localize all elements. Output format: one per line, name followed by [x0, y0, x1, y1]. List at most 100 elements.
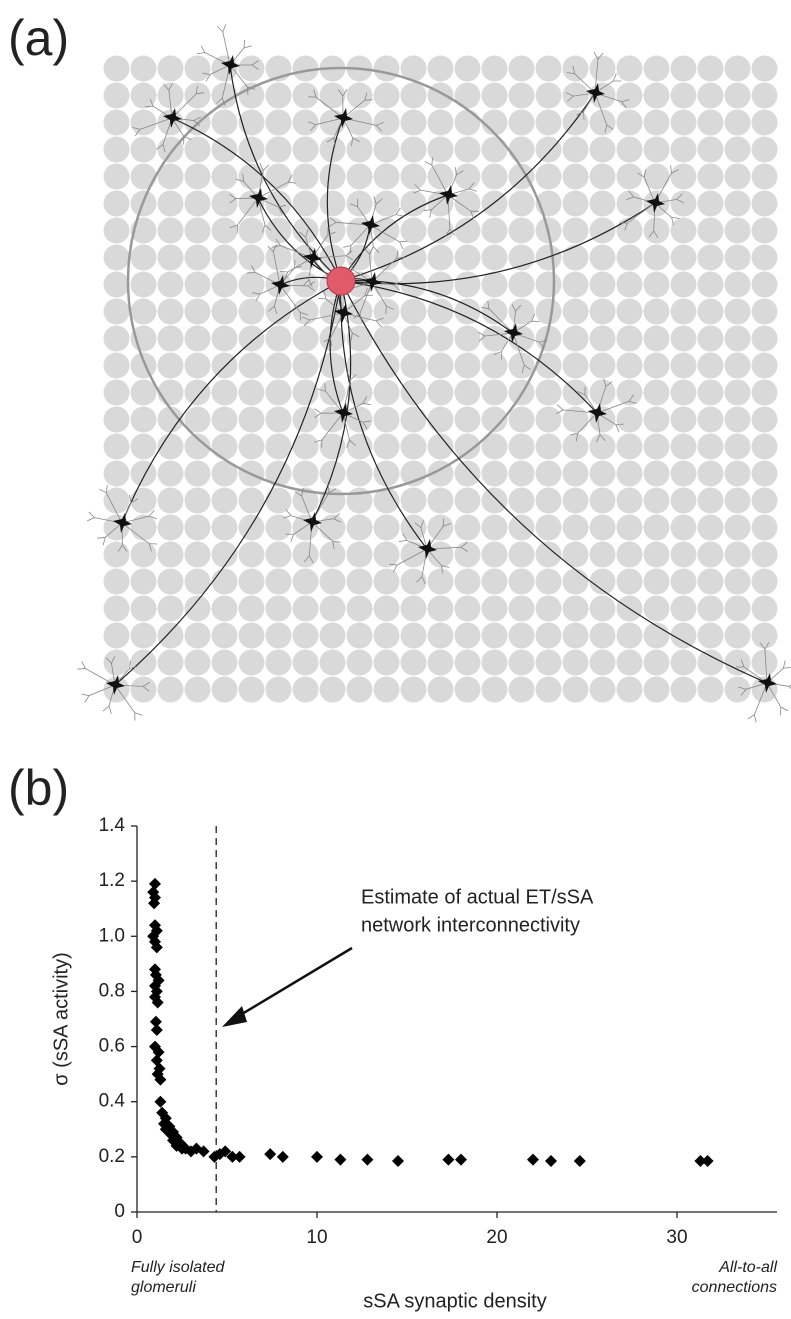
glomerulus [293, 272, 319, 298]
glomerulus [185, 191, 211, 217]
glomerulus [455, 164, 481, 190]
glomerulus [617, 542, 643, 568]
glomerulus [536, 110, 562, 136]
glomerulus [158, 623, 184, 649]
glomerulus [104, 218, 130, 244]
glomerulus [401, 623, 427, 649]
glomerulus [158, 650, 184, 676]
glomerulus [104, 623, 130, 649]
glomerulus [185, 380, 211, 406]
glomerulus [266, 623, 292, 649]
glomerulus [212, 218, 238, 244]
glomerulus [563, 677, 589, 703]
glomerulus [131, 164, 157, 190]
glomerulus [320, 596, 346, 622]
glomerulus [725, 542, 751, 568]
glomerulus [320, 434, 346, 460]
glomerulus [212, 245, 238, 271]
glomerulus [671, 245, 697, 271]
glomerulus [374, 56, 400, 82]
glomerulus [617, 137, 643, 163]
glomerulus [644, 83, 670, 109]
glomerulus [482, 191, 508, 217]
glomerulus [104, 191, 130, 217]
glomerulus [455, 623, 481, 649]
glomerulus [536, 569, 562, 595]
glomerulus [212, 272, 238, 298]
glomerulus [293, 137, 319, 163]
glomerulus [698, 542, 724, 568]
glomerulus [158, 542, 184, 568]
glomerulus [671, 569, 697, 595]
glomerulus [239, 218, 265, 244]
glomerulus [374, 623, 400, 649]
glomerulus [374, 326, 400, 352]
glomerulus [698, 515, 724, 541]
glomerulus [239, 650, 265, 676]
glomerulus [725, 650, 751, 676]
glomerulus [509, 596, 535, 622]
glomerulus [239, 380, 265, 406]
glomerulus [698, 650, 724, 676]
glomerulus [752, 110, 778, 136]
y-tick-label: 1.0 [99, 925, 125, 946]
glomerulus [590, 542, 616, 568]
glomerulus [455, 677, 481, 703]
glomerulus [563, 650, 589, 676]
glomerulus [563, 56, 589, 82]
glomerulus [752, 515, 778, 541]
glomerulus [563, 434, 589, 460]
glomerulus [185, 650, 211, 676]
glomerulus [131, 542, 157, 568]
glomerulus [104, 488, 130, 514]
glomerulus [239, 515, 265, 541]
glomerulus [185, 488, 211, 514]
glomerulus [131, 407, 157, 433]
glomerulus [563, 164, 589, 190]
glomerulus [131, 299, 157, 325]
glomerulus [374, 542, 400, 568]
glomerulus [644, 137, 670, 163]
glomerulus [482, 461, 508, 487]
glomerulus [725, 569, 751, 595]
glomerulus [293, 326, 319, 352]
glomerulus [563, 488, 589, 514]
glomerulus [320, 650, 346, 676]
x-tick-label: 30 [666, 1227, 687, 1248]
glomerulus [536, 650, 562, 676]
network-diagram [77, 24, 791, 722]
glomerulus [725, 191, 751, 217]
glomerulus [185, 461, 211, 487]
glomerulus [644, 110, 670, 136]
glomerulus [590, 677, 616, 703]
glomerulus [320, 164, 346, 190]
glomerulus [158, 677, 184, 703]
glomerulus [401, 299, 427, 325]
glomerulus [509, 407, 535, 433]
glomerulus [158, 596, 184, 622]
glomerulus [374, 461, 400, 487]
glomerulus [617, 272, 643, 298]
glomerulus [185, 137, 211, 163]
glomerulus [239, 434, 265, 460]
glomerulus [320, 83, 346, 109]
glomerulus [590, 623, 616, 649]
glomerulus [509, 569, 535, 595]
glomerulus [212, 326, 238, 352]
glomerulus [563, 299, 589, 325]
glomerulus [671, 488, 697, 514]
glomerulus [374, 677, 400, 703]
glomerulus [428, 83, 454, 109]
glomerulus [239, 299, 265, 325]
glomerulus [617, 353, 643, 379]
glomerulus [185, 515, 211, 541]
glomerulus [644, 434, 670, 460]
glomerulus [509, 110, 535, 136]
glomerulus [401, 353, 427, 379]
glomerulus [428, 110, 454, 136]
data-point [442, 1154, 454, 1166]
glomerulus [347, 461, 373, 487]
glomerulus [212, 164, 238, 190]
glomerulus [455, 650, 481, 676]
glomerulus [347, 110, 373, 136]
